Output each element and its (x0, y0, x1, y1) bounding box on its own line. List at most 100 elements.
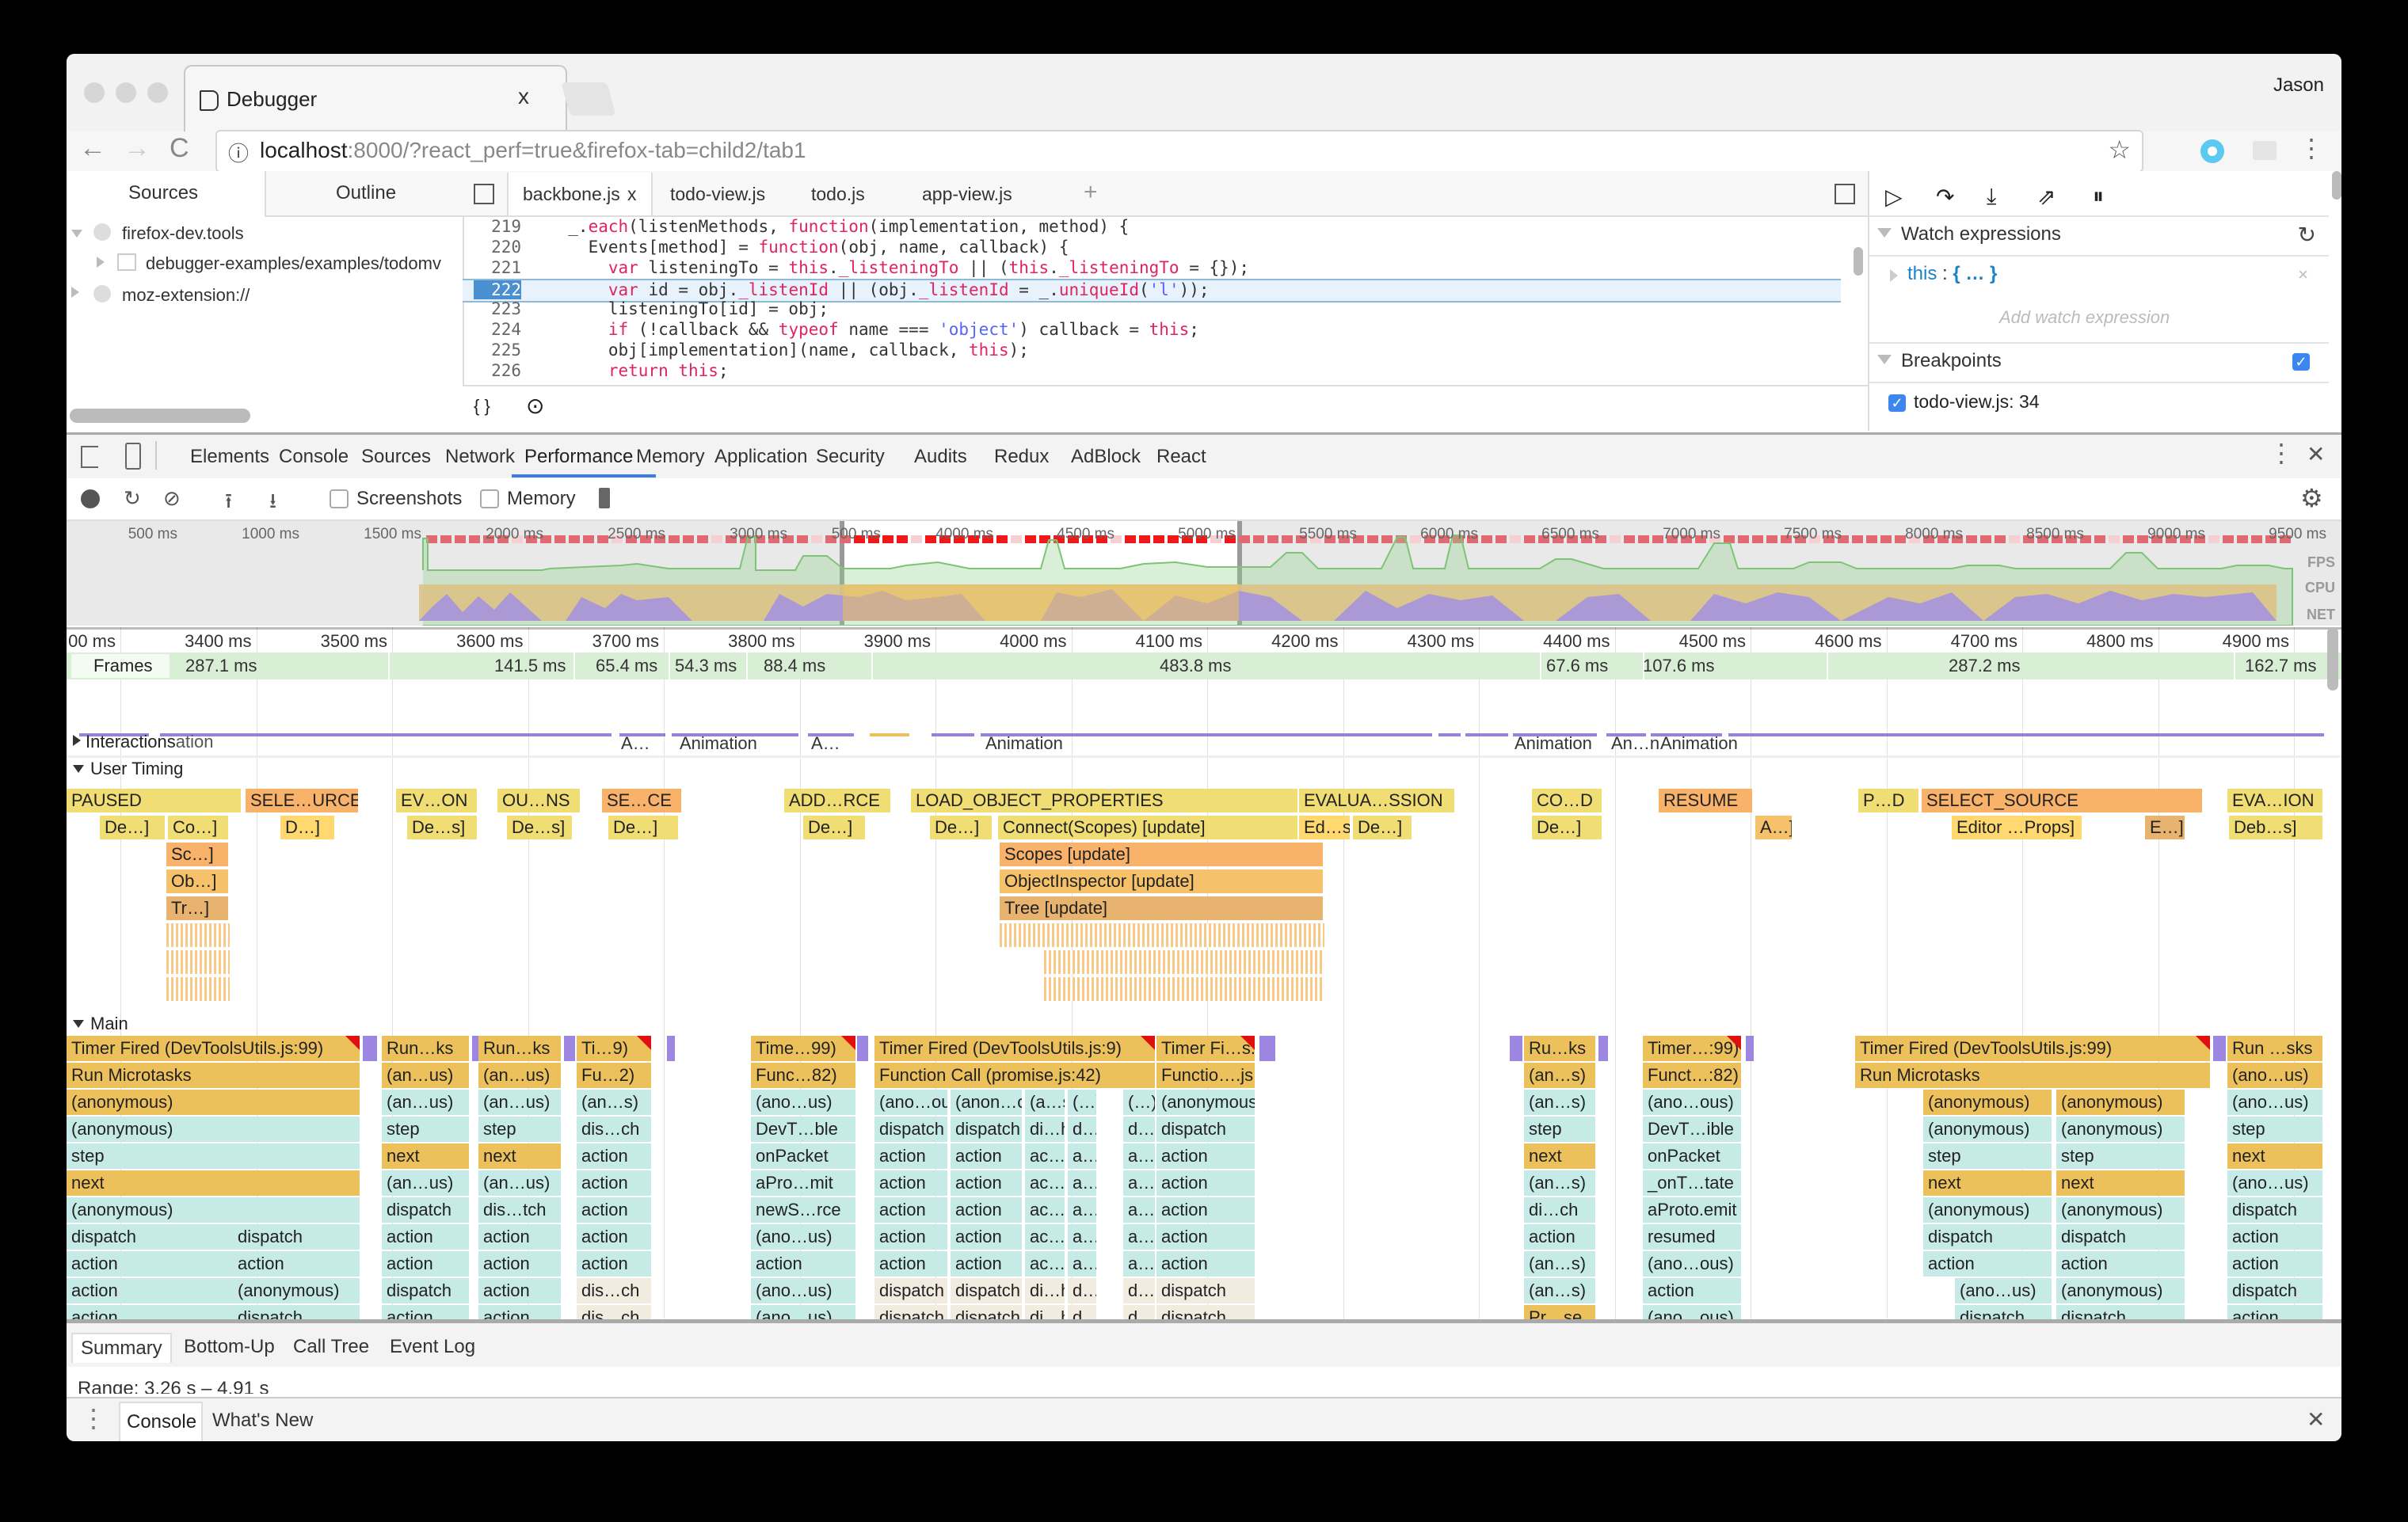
flame-entry[interactable]: dis…tch (478, 1197, 562, 1223)
minimize-window-button[interactable] (116, 82, 136, 103)
flame-entry[interactable]: Run…ks (382, 1036, 471, 1061)
code-line[interactable]: 224 if (!callback && typeof name === 'ob… (463, 320, 1841, 341)
flame-entry[interactable]: Run Microtasks (1855, 1063, 2212, 1088)
flame-entry[interactable]: action (577, 1251, 653, 1277)
flame-entry[interactable]: dispatch (2227, 1197, 2324, 1223)
flame-entry[interactable]: action (951, 1251, 1023, 1277)
user-timing-measure[interactable]: Tree [update] (1000, 896, 1324, 920)
step-in-icon[interactable]: ⤓ (1987, 184, 1997, 208)
flame-entry[interactable]: next (478, 1143, 562, 1169)
user-timing-measure[interactable]: De…] (930, 816, 993, 839)
flame-entry[interactable]: Ti…9) (577, 1036, 653, 1061)
flame-entry[interactable]: (anonymous) (2056, 1278, 2186, 1303)
code-line[interactable]: 222 var id = obj._listenId || (obj._list… (463, 279, 1841, 302)
interaction-bar[interactable] (160, 733, 612, 736)
flame-entry[interactable]: DevT…ible (1643, 1117, 1743, 1142)
user-timing-nested-measures[interactable] (1044, 977, 1324, 1001)
line-number[interactable]: 221 (491, 258, 521, 277)
details-tab-bottom-up[interactable]: Bottom-Up (184, 1336, 275, 1357)
browser-tab[interactable]: Debugger x (184, 65, 567, 135)
line-number[interactable]: 224 (491, 320, 521, 339)
flame-entry[interactable]: dispatch (382, 1197, 471, 1223)
watch-expressions-header[interactable]: Watch expressions ↻ (1869, 215, 2329, 257)
flame-entry[interactable]: action (577, 1197, 653, 1223)
flame-entry[interactable]: (anonymous) (1923, 1197, 2053, 1223)
frame-segment[interactable] (573, 653, 670, 679)
flame-entry[interactable]: (ano…ous) (1643, 1251, 1743, 1277)
interaction-bar[interactable] (808, 733, 854, 736)
frame-segment[interactable] (1643, 653, 1828, 679)
flame-entry[interactable]: a… (1068, 1197, 1098, 1223)
flame-entry[interactable]: (anonymous) (67, 1090, 361, 1115)
code-line[interactable]: 219 _.each(listenMethods, function(imple… (463, 217, 1841, 238)
flame-entry[interactable]: action (2056, 1251, 2186, 1277)
flame-entry[interactable]: action (382, 1251, 471, 1277)
flame-entry[interactable]: Timer…:99) (1643, 1036, 1743, 1061)
user-timing-nested-measures[interactable] (166, 977, 230, 1001)
flame-entry[interactable]: action (1524, 1224, 1597, 1250)
expand-triangle-icon[interactable] (71, 230, 82, 238)
user-timing-mark[interactable]: SELE…URCE (246, 789, 360, 812)
collapse-triangle-icon[interactable] (73, 1020, 84, 1028)
flame-entry[interactable]: (an…us) (382, 1063, 471, 1088)
flame-entry[interactable]: action (951, 1143, 1023, 1169)
collapse-triangle-icon[interactable] (97, 257, 105, 268)
rendering-task[interactable] (363, 1036, 377, 1061)
flame-entry[interactable]: action (751, 1251, 857, 1277)
save-profile-icon[interactable]: ⭳ (269, 489, 277, 512)
flame-entry[interactable]: next (2056, 1170, 2186, 1196)
rendering-task[interactable] (472, 1036, 478, 1061)
close-devtools-icon[interactable]: ✕ (2307, 442, 2326, 466)
user-timing-mark[interactable]: ADD…RCE (784, 789, 892, 812)
devtools-tab-network[interactable]: Network (445, 446, 516, 467)
rendering-task[interactable] (1259, 1036, 1275, 1061)
devtools-tab-redux[interactable]: Redux (994, 446, 1050, 467)
flame-entry[interactable]: next (67, 1170, 361, 1196)
selection-handle-right[interactable] (1237, 521, 1242, 626)
flame-entry[interactable]: (ano…ous) (874, 1090, 949, 1115)
flame-entry[interactable]: (anonymous) (1923, 1090, 2053, 1115)
watch-item[interactable]: this : { … } (1907, 263, 1998, 284)
devtools-tab-application[interactable]: Application (714, 446, 808, 467)
editor-tab-todo[interactable]: todo.js (811, 184, 865, 204)
pretty-print-icon[interactable]: { } (474, 396, 490, 416)
flame-entry[interactable]: (an…s) (1524, 1090, 1597, 1115)
code-line[interactable]: 226 return this; (463, 361, 1841, 382)
flame-entry[interactable]: Ru…ks (1524, 1036, 1597, 1061)
interaction-bar[interactable] (981, 733, 1432, 736)
line-number[interactable]: 222 (474, 280, 521, 299)
devtools-tab-audits[interactable]: Audits (914, 446, 967, 467)
flame-entry[interactable]: Timer Fired (DevToolsUtils.js:99) (1855, 1036, 2212, 1061)
flame-entry[interactable]: action (478, 1224, 562, 1250)
rendering-task[interactable] (1598, 1036, 1608, 1061)
devtools-tab-memory[interactable]: Memory (636, 446, 705, 467)
blackbox-eye-icon[interactable]: ⊙ (526, 394, 545, 418)
flame-entry[interactable]: a… (1068, 1251, 1098, 1277)
frame-segment[interactable] (67, 653, 390, 679)
flamechart-scrollbar[interactable] (2327, 627, 2338, 691)
user-timing-measure[interactable]: ObjectInspector [update] (1000, 869, 1324, 893)
flame-entry[interactable]: (anonymous) (1923, 1117, 2053, 1142)
flame-entry[interactable]: (an…s) (1524, 1251, 1597, 1277)
line-number[interactable]: 225 (491, 341, 521, 360)
flame-entry[interactable]: action (1643, 1278, 1743, 1303)
flame-entry[interactable]: dispatch (382, 1278, 471, 1303)
flame-entry[interactable]: action (577, 1224, 653, 1250)
user-timing-measure[interactable]: De…] (608, 816, 680, 839)
flame-entry[interactable]: action (1156, 1224, 1256, 1250)
flame-entry[interactable]: step (2056, 1143, 2186, 1169)
reload-icon[interactable]: C (170, 133, 189, 163)
user-timing-mark[interactable]: EV…ON (396, 789, 478, 812)
line-number[interactable]: 226 (491, 361, 521, 380)
flame-entry[interactable]: a… (1123, 1170, 1156, 1196)
toggle-sources-icon[interactable] (474, 184, 494, 204)
code-line[interactable]: 225 obj[implementation](name, callback, … (463, 341, 1841, 361)
user-timing-measure[interactable]: De…] (100, 816, 166, 839)
flame-entry[interactable]: action (1923, 1251, 2053, 1277)
flame-entry[interactable]: (ano…us) (751, 1278, 857, 1303)
user-timing-measure[interactable]: Editor …Props] (1952, 816, 2083, 839)
user-timing-nested-measures[interactable] (166, 950, 230, 974)
flame-entry[interactable]: (ano…us) (2227, 1170, 2324, 1196)
tree-item-firefox-dev-tools[interactable]: firefox-dev.tools (122, 223, 244, 243)
record-button[interactable] (81, 489, 100, 508)
